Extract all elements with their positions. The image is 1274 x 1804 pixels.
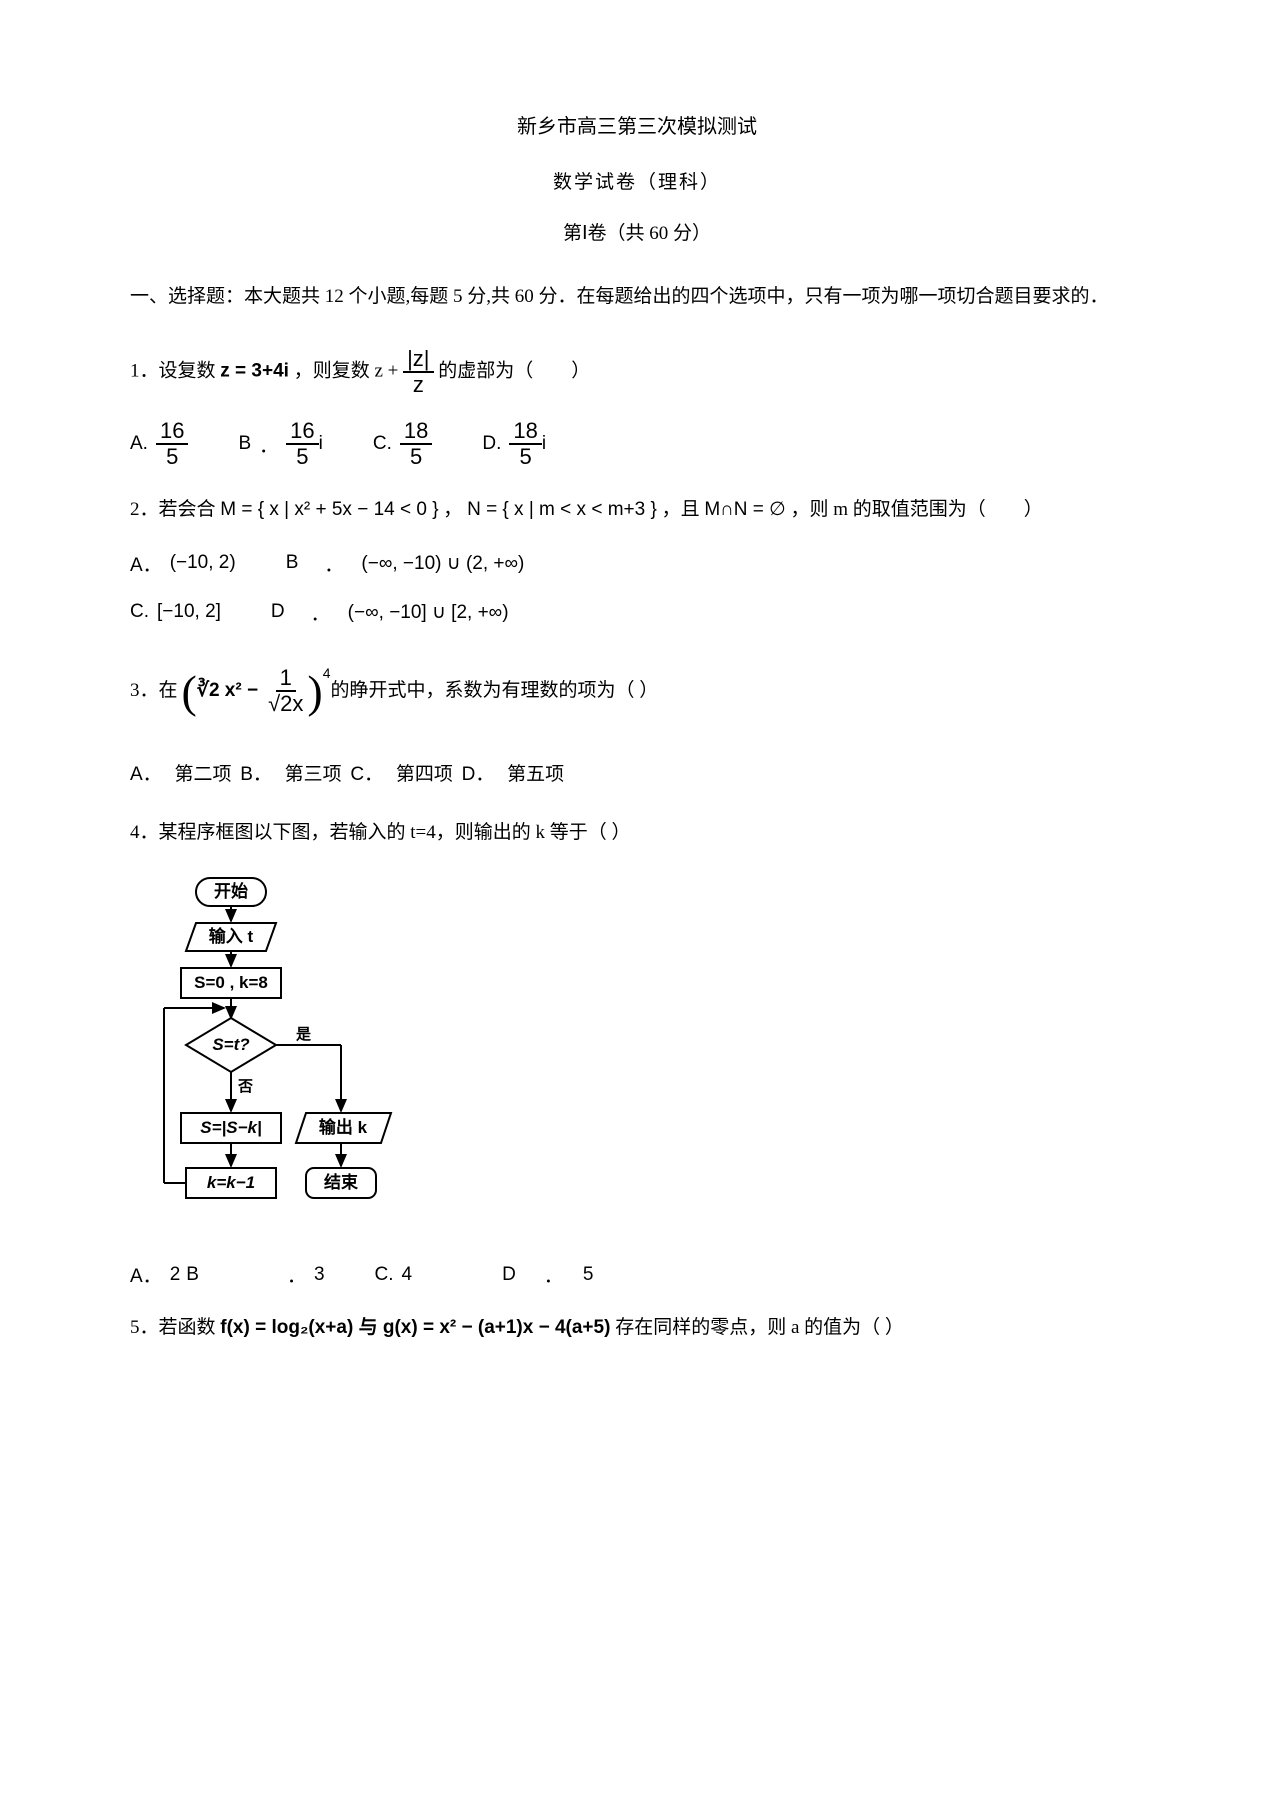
q1-opt-d: D. 18 5 i: [482, 419, 546, 469]
q2-lead: 2．若会合: [130, 499, 220, 520]
q2-opt-b: B ． (−∞, −10) ∪ (2, +∞): [286, 550, 525, 577]
q1-frac: |z| z: [403, 347, 433, 397]
q3-d: 第五项: [507, 764, 564, 785]
q3-inner2-den: √2x: [264, 692, 307, 716]
q3-c: 第四项: [396, 764, 453, 785]
q3-la: A．: [130, 764, 162, 785]
q1-b-num: 16: [286, 419, 318, 445]
fc-init: S=0 , k=8: [194, 973, 268, 992]
q3-inner1: ∛2 x² −: [197, 673, 258, 709]
q2-options-row2: C. [−10, 2] D ． (−∞, −10] ∪ [2, +∞): [130, 599, 1144, 626]
q2-d: (−∞, −10] ∪ [2, +∞): [348, 601, 509, 624]
fc-start: 开始: [214, 881, 248, 901]
q4-options: A． 2 B ． 3 C. 4 D ． 5: [130, 1261, 1144, 1288]
fc-input: 输入 t: [209, 926, 254, 946]
fc-end: 结束: [324, 1172, 358, 1192]
question-3: 3．在 ( ∛2 x² − 1 √2x ) 4 的睁开式中，系数为有理数的项为（…: [130, 648, 1144, 735]
q1-b-i: i: [319, 433, 323, 455]
q3-options: A． 第二项 B． 第三项 C． 第四项 D． 第五项: [130, 757, 1144, 793]
q1-mid: ，则复数 z +: [294, 360, 403, 381]
q1-a-num: 16: [156, 419, 188, 445]
q2-n: N = { x | m < x < m+3 }: [467, 499, 657, 520]
section-instruction: 一、选择题：本大题共 12 个小题,每题 5 分,共 60 分．在每题给出的四个…: [130, 277, 1144, 317]
label-dot: ．: [259, 431, 278, 458]
fc-step2: k=k−1: [207, 1173, 255, 1192]
label-d2: D: [271, 601, 285, 623]
q2-opt-d: D ． (−∞, −10] ∪ [2, +∞): [271, 599, 509, 626]
q2-b: (−∞, −10) ∪ (2, +∞): [361, 552, 524, 575]
question-2: 2．若会合 M = { x | x² + 5x − 14 < 0 } ， N =…: [130, 492, 1144, 528]
q1-frac-den: z: [409, 373, 428, 397]
q3-lc: C．: [350, 764, 383, 785]
q2-opt-a: A． (−10, 2): [130, 550, 236, 577]
q1-a-den: 5: [162, 445, 182, 469]
q1-opt-c: C. 18 5: [373, 419, 432, 469]
fc-yes: 是: [295, 1026, 312, 1043]
question-4: 4．某程序框图以下图，若输入的 t=4，则输出的 k 等于（ ）: [130, 815, 1144, 851]
q5-expr: f(x) = log₂(x+a) 与 g(x) = x² − (a+1)x − …: [220, 1317, 610, 1338]
question-1: 1．设复数 z = 3+4i ，则复数 z + |z| z 的虚部为（ ）: [130, 347, 1144, 397]
q1-after: 的虚部为（ ）: [438, 360, 590, 381]
q2-mid: ，且: [662, 499, 705, 520]
q4-lc: C.: [375, 1264, 394, 1286]
fc-cond: S=t?: [212, 1035, 250, 1054]
q5-lead: 5．若函数: [130, 1317, 220, 1338]
q1-d-i: i: [542, 433, 546, 455]
q3-a: 第二项: [174, 764, 231, 785]
q3-inner2-num: 1: [276, 666, 296, 692]
q2-comma: ，: [443, 499, 462, 520]
q1-b-den: 5: [292, 445, 312, 469]
label-a: A.: [130, 433, 148, 455]
q1-opt-a: A. 16 5: [130, 419, 188, 469]
q3-exp: 4: [323, 660, 331, 687]
fc-no: 否: [237, 1078, 253, 1095]
q2-options-row1: A． (−10, 2) B ． (−∞, −10) ∪ (2, +∞): [130, 550, 1144, 577]
q2-after: ，则 m 的取值范围为（ ）: [791, 499, 1043, 520]
question-5: 5．若函数 f(x) = log₂(x+a) 与 g(x) = x² − (a+…: [130, 1310, 1144, 1346]
q4-lb: B: [186, 1264, 199, 1286]
q3-lb: B．: [240, 764, 272, 785]
q1-lead: 1．设复数: [130, 360, 220, 381]
q2-a: (−10, 2): [170, 552, 236, 574]
q3-ld: D．: [462, 764, 495, 785]
q1-opt-b: B ． 16 5 i: [238, 419, 322, 469]
q4-la: A．: [130, 1261, 162, 1288]
q4-b: 3: [314, 1264, 325, 1286]
label-c: C.: [373, 433, 392, 455]
flowchart-diagram: 开始 输入 t S=0 , k=8 S=t? 是 否 S=|S−k|: [146, 873, 1144, 1233]
q4-a: 2: [170, 1264, 181, 1286]
q2-cond: M∩N = ∅: [704, 499, 785, 520]
q4-c: 4: [402, 1264, 413, 1286]
q4-ld: D: [502, 1264, 516, 1286]
label-a2: A．: [130, 550, 162, 577]
label-d: D.: [482, 433, 501, 455]
part-header: 第Ⅰ卷（共 60 分）: [130, 218, 1144, 245]
q2-c: [−10, 2]: [157, 601, 221, 623]
q1-d-num: 18: [509, 419, 541, 445]
q1-c-den: 5: [406, 445, 426, 469]
fc-step1: S=|S−k|: [200, 1118, 262, 1137]
exam-subtitle: 数学试卷（理科）: [130, 167, 1144, 194]
q1-c-num: 18: [400, 419, 432, 445]
label-b: B: [238, 433, 251, 455]
q1-d-den: 5: [515, 445, 535, 469]
q1-options: A. 16 5 B ． 16 5 i C. 18 5 D. 18: [130, 419, 1144, 469]
q3-b: 第三项: [285, 764, 342, 785]
q5-after: 存在同样的零点，则 a 的值为（ ）: [615, 1317, 904, 1338]
q4-d: 5: [583, 1264, 594, 1286]
q2-m: M = { x | x² + 5x − 14 < 0 }: [220, 499, 438, 520]
exam-title: 新乡市高三第三次模拟测试: [130, 110, 1144, 139]
q1-zeq: z = 3+4i: [220, 360, 289, 381]
q3-lead: 3．在: [130, 673, 178, 709]
q3-after: 的睁开式中，系数为有理数的项为（ ）: [331, 673, 659, 709]
q1-frac-num: |z|: [403, 347, 433, 373]
fc-output: 输出 k: [319, 1117, 368, 1137]
label-c2: C.: [130, 601, 149, 623]
q2-opt-c: C. [−10, 2]: [130, 601, 221, 623]
label-b2: B: [286, 552, 299, 574]
